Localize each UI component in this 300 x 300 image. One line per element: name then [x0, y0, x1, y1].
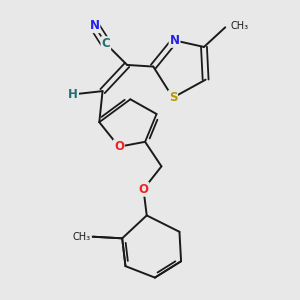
Text: H: H: [68, 88, 78, 101]
Text: CH₃: CH₃: [230, 21, 248, 31]
Text: C: C: [101, 37, 110, 50]
Text: N: N: [169, 34, 179, 47]
Text: CH₃: CH₃: [73, 232, 91, 242]
Text: O: O: [139, 183, 148, 196]
Text: N: N: [89, 19, 99, 32]
Text: O: O: [114, 140, 124, 153]
Text: S: S: [169, 91, 177, 104]
